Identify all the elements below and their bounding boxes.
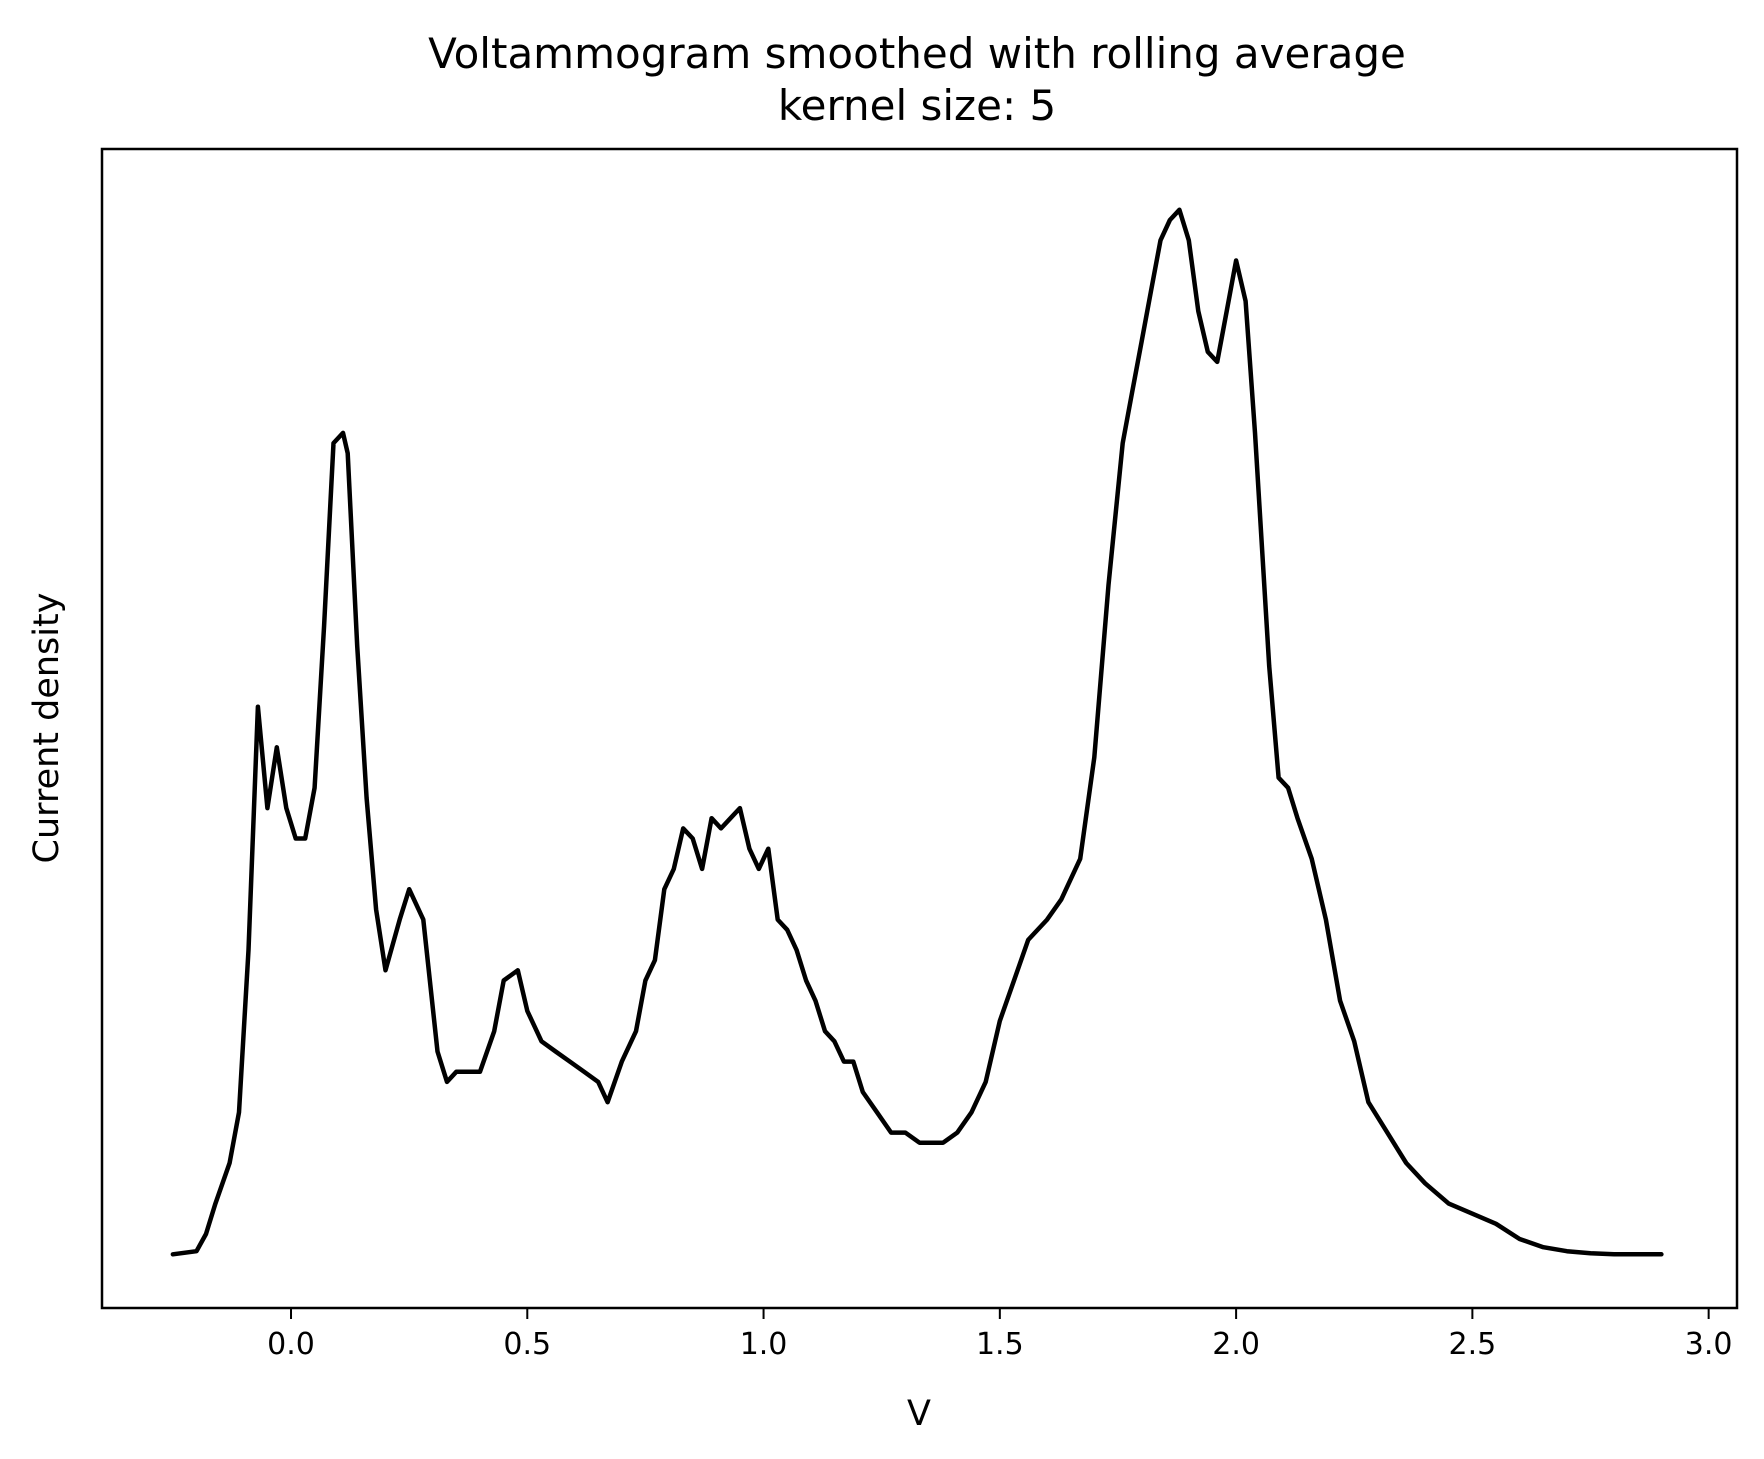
series-line-0	[170, 207, 1664, 1257]
plot-area	[170, 207, 1664, 1257]
x-tick-label-6: 3.0	[1685, 1327, 1733, 1362]
chart-title: Voltammogram smoothed with rolling avera…	[428, 29, 1406, 78]
x-axis-ticks: 0.0 0.5 1.0 1.5 2.0 2.5 3.0	[267, 1308, 1733, 1362]
x-tick-label-5: 2.5	[1449, 1327, 1497, 1362]
x-axis-label: V	[907, 1394, 931, 1434]
chart-subtitle: kernel size: 5	[778, 81, 1056, 130]
axes-frame	[100, 147, 1739, 1310]
x-tick-label-0: 0.0	[267, 1327, 315, 1362]
x-tick-label-1: 0.5	[503, 1327, 551, 1362]
y-axis-label: Current density	[27, 593, 67, 864]
x-tick-label-2: 1.0	[740, 1327, 788, 1362]
x-tick-label-3: 1.5	[976, 1327, 1024, 1362]
x-tick-label-4: 2.0	[1212, 1327, 1260, 1362]
